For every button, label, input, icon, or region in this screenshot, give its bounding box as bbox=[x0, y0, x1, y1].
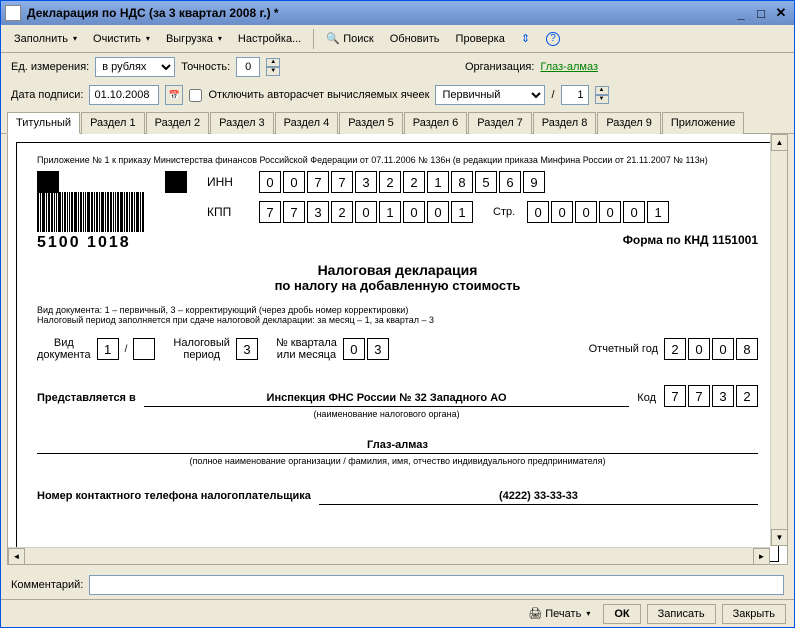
settings-button[interactable]: Настройка... bbox=[231, 29, 308, 49]
tab-10[interactable]: Приложение bbox=[662, 112, 745, 134]
doc-subtitle: по налогу на добавленную стоимость bbox=[37, 278, 758, 293]
precision-spinner[interactable]: ▲▼ bbox=[266, 58, 280, 76]
tab-bar: ТитульныйРаздел 1Раздел 2Раздел 3Раздел … bbox=[1, 111, 794, 134]
fill-button[interactable]: Заполнить bbox=[7, 29, 84, 49]
tab-1[interactable]: Раздел 1 bbox=[81, 112, 145, 134]
doc-title: Налоговая декларация bbox=[37, 262, 758, 278]
print-button[interactable]: 🖨Печать bbox=[521, 603, 597, 624]
scrollbar-horizontal[interactable]: ◄► bbox=[8, 547, 770, 564]
close-window-button[interactable]: Закрыть bbox=[722, 604, 786, 624]
tax-period-label: Налоговый период bbox=[173, 337, 230, 361]
precision-label: Точность: bbox=[181, 61, 230, 73]
tab-4[interactable]: Раздел 4 bbox=[275, 112, 339, 134]
minimize-button[interactable]: _ bbox=[732, 5, 750, 21]
primary-select[interactable]: Первичный bbox=[435, 85, 545, 105]
slash-label: / bbox=[551, 89, 554, 101]
titlebar: Декларация по НДС (за 3 квартал 2008 г.)… bbox=[1, 1, 794, 25]
hint-2: Налоговый период заполняется при сдаче н… bbox=[37, 315, 758, 325]
tab-8[interactable]: Раздел 8 bbox=[533, 112, 597, 134]
phone-label: Номер контактного телефона налогоплатель… bbox=[37, 490, 311, 502]
print-icon: 🖨 bbox=[528, 607, 542, 620]
comment-input[interactable] bbox=[89, 575, 784, 595]
close-button[interactable]: ✕ bbox=[772, 5, 790, 21]
refresh-button[interactable]: Обновить bbox=[383, 29, 447, 49]
autocalc-checkbox[interactable] bbox=[189, 89, 202, 102]
expand-icon: ⇕ bbox=[521, 32, 530, 45]
precision-input[interactable] bbox=[236, 57, 260, 77]
doc-correction-cell[interactable] bbox=[133, 338, 155, 360]
year-label: Отчетный год bbox=[589, 343, 658, 355]
unit-select[interactable]: в рублях bbox=[95, 57, 175, 77]
app-icon bbox=[5, 5, 21, 21]
ok-button[interactable]: ОК bbox=[603, 604, 640, 624]
page-label: Стр. bbox=[493, 206, 515, 218]
footer-bar: 🖨Печать ОК Записать Закрыть bbox=[1, 599, 794, 627]
doc-type-label: Вид документа bbox=[37, 337, 91, 361]
calendar-button[interactable]: 📅 bbox=[165, 85, 183, 105]
toolbar-separator bbox=[313, 29, 314, 49]
kpp-cells: 773201001 bbox=[259, 201, 473, 223]
org-link[interactable]: Глаз-алмаз bbox=[540, 61, 598, 73]
tab-5[interactable]: Раздел 5 bbox=[339, 112, 403, 134]
correction-spinner[interactable]: ▲▼ bbox=[595, 86, 609, 104]
tab-6[interactable]: Раздел 6 bbox=[404, 112, 468, 134]
correction-input[interactable] bbox=[561, 85, 589, 105]
autocalc-label: Отключить авторасчет вычисляемых ячеек bbox=[208, 89, 429, 101]
tab-0[interactable]: Титульный bbox=[7, 112, 80, 134]
tax-period-cell[interactable]: 3 bbox=[236, 338, 258, 360]
presented-hint: (наименование налогового органа) bbox=[144, 409, 630, 419]
barcode-number: 5100 1018 bbox=[37, 234, 187, 252]
year-cells[interactable]: 2008 bbox=[664, 338, 758, 360]
scrollbar-vertical[interactable]: ▲▼ bbox=[770, 134, 787, 546]
expand-button[interactable]: ⇕ bbox=[514, 28, 537, 49]
kpp-label: КПП bbox=[207, 205, 247, 219]
form-knd: Форма по КНД 1151001 bbox=[207, 233, 758, 247]
document-form: Приложение № 1 к приказу Министерства фи… bbox=[16, 142, 779, 562]
presented-label: Представляется в bbox=[37, 392, 136, 404]
page-cells: 000001 bbox=[527, 201, 669, 223]
content-area: Приложение № 1 к приказу Министерства фи… bbox=[7, 134, 788, 565]
save-button[interactable]: Записать bbox=[647, 604, 716, 624]
top-note: Приложение № 1 к приказу Министерства фи… bbox=[37, 155, 758, 165]
comment-row: Комментарий: bbox=[1, 571, 794, 599]
tab-2[interactable]: Раздел 2 bbox=[146, 112, 210, 134]
check-button[interactable]: Проверка bbox=[449, 29, 512, 49]
date-label: Дата подписи: bbox=[11, 89, 83, 101]
clear-button[interactable]: Очистить bbox=[86, 29, 157, 49]
app-window: Декларация по НДС (за 3 квартал 2008 г.)… bbox=[0, 0, 795, 628]
settings-row-2: Дата подписи: 📅 Отключить авторасчет выч… bbox=[1, 81, 794, 109]
inn-label: ИНН bbox=[207, 175, 247, 189]
presented-value[interactable]: Инспекция ФНС России № 32 Западного АО bbox=[144, 392, 630, 407]
upload-button[interactable]: Выгрузка bbox=[159, 29, 229, 49]
code-label: Код bbox=[637, 392, 656, 404]
org-value-line[interactable]: Глаз-алмаз bbox=[37, 439, 758, 454]
code-cells[interactable]: 7732 bbox=[664, 385, 758, 407]
search-button[interactable]: 🔍Поиск bbox=[319, 28, 380, 50]
comment-label: Комментарий: bbox=[11, 579, 83, 591]
phone-value[interactable]: (4222) 33-33-33 bbox=[319, 490, 758, 505]
inn-cells: 007732218569 bbox=[259, 171, 545, 193]
quarter-cells[interactable]: 03 bbox=[343, 338, 389, 360]
maximize-button[interactable]: □ bbox=[752, 5, 770, 21]
barcode: 5100 1018 bbox=[37, 171, 187, 252]
help-button[interactable]: ? bbox=[539, 28, 567, 50]
unit-label: Ед. измерения: bbox=[11, 61, 89, 73]
hint-1: Вид документа: 1 – первичный, 3 – коррек… bbox=[37, 305, 758, 315]
window-title: Декларация по НДС (за 3 квартал 2008 г.)… bbox=[27, 6, 732, 20]
main-toolbar: Заполнить Очистить Выгрузка Настройка...… bbox=[1, 25, 794, 53]
settings-row-1: Ед. измерения: в рублях Точность: ▲▼ Орг… bbox=[1, 53, 794, 81]
org-hint: (полное наименование организации / фамил… bbox=[37, 456, 758, 466]
date-input[interactable] bbox=[89, 85, 159, 105]
tab-9[interactable]: Раздел 9 bbox=[597, 112, 661, 134]
search-icon: 🔍 bbox=[326, 32, 340, 46]
tab-7[interactable]: Раздел 7 bbox=[468, 112, 532, 134]
quarter-label: № квартала или месяца bbox=[276, 337, 337, 361]
doc-type-cell[interactable]: 1 bbox=[97, 338, 119, 360]
tab-3[interactable]: Раздел 3 bbox=[210, 112, 274, 134]
org-label: Организация: bbox=[465, 61, 534, 73]
help-icon: ? bbox=[546, 32, 560, 46]
